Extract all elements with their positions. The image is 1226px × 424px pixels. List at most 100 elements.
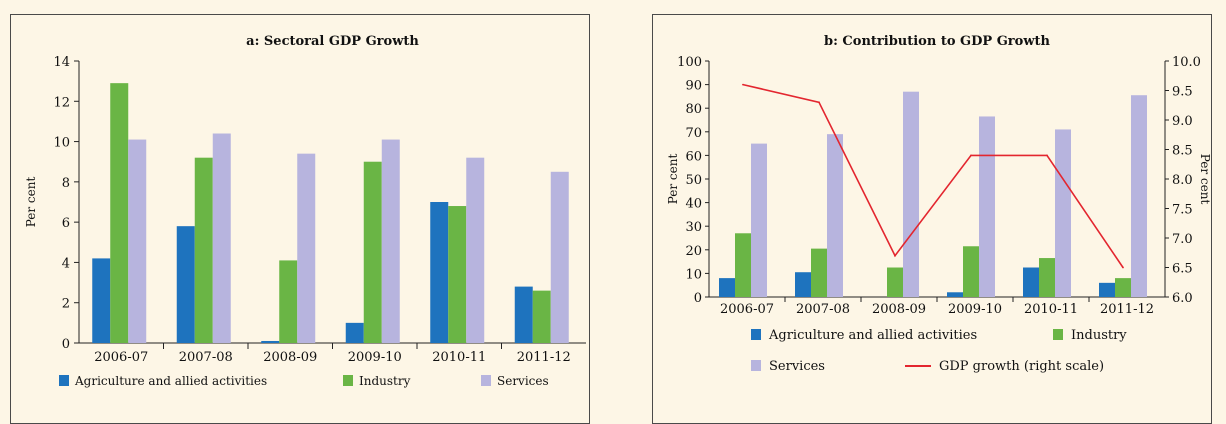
- gdp-growth-line: [742, 83, 1124, 268]
- y-tick-label: 60: [685, 149, 702, 164]
- y-tick-label: 20: [685, 244, 702, 259]
- bar-agriculture-and-allied-activities-2007-08: [795, 272, 811, 297]
- bar-industry-2010-11: [448, 206, 467, 343]
- bar-services-2010-11: [466, 157, 485, 343]
- bar-services-2011-12: [550, 171, 569, 343]
- chart-b-svg: b: Contribution to GDP Growth Per cent Per…: [666, 34, 1212, 374]
- y-tick-label: 0: [694, 291, 702, 306]
- x-tick-label: 2009-10: [948, 302, 1002, 317]
- legend-label-industry: Industry: [359, 374, 411, 388]
- y-axis-label: Per cent: [666, 154, 680, 205]
- legend-label-agriculture-and-allied-activities: Agriculture and allied activities: [74, 374, 267, 388]
- bar-industry-2011-12: [1115, 278, 1131, 297]
- bar-industry-2009-10: [963, 246, 979, 297]
- bar-industry-2007-08: [194, 157, 213, 343]
- bar-agriculture-and-allied-activities-2010-11: [430, 202, 449, 343]
- y-tick-label: 12: [53, 95, 70, 110]
- y-tick-label: 0: [62, 337, 70, 352]
- y2-tick-label: 8.0: [1172, 173, 1193, 188]
- y2-tick-label: 10.0: [1172, 55, 1201, 70]
- legend-label-agriculture-and-allied-activities: Agriculture and allied activities: [768, 328, 977, 343]
- gdp-growth-point-2008-09: [894, 254, 896, 257]
- y2-tick-label: 6.5: [1172, 262, 1193, 277]
- legend-swatch-agriculture-and-allied-activities: [59, 375, 69, 386]
- y-axis-label: Per cent: [24, 177, 38, 228]
- bar-agriculture-and-allied-activities-2008-09: [261, 340, 280, 343]
- y2-tick-label: 7.0: [1172, 232, 1193, 247]
- y2-axis-label: Per cent: [1198, 154, 1212, 205]
- bar-industry-2008-09: [887, 267, 903, 297]
- bar-industry-2006-07: [735, 233, 751, 297]
- y-tick-label: 10: [53, 136, 70, 151]
- bar-industry-2009-10: [363, 161, 382, 343]
- y-tick-label: 4: [62, 256, 70, 271]
- bar-industry-2010-11: [1039, 258, 1055, 297]
- x-tick-label: 2007-08: [796, 302, 850, 317]
- x-tick-label: 2008-09: [263, 350, 317, 365]
- bar-industry-2006-07: [110, 83, 129, 344]
- bar-industry-2011-12: [532, 290, 551, 343]
- legend-label-services: Services: [497, 374, 549, 388]
- y-tick-label: 40: [685, 197, 702, 212]
- y2-tick-label: 9.0: [1172, 114, 1193, 129]
- y-tick-label: 50: [685, 173, 702, 188]
- legend-swatch-agriculture-and-allied-activities: [751, 329, 761, 340]
- x-tick-label: 2010-11: [432, 350, 486, 365]
- x-tick-label: 2011-12: [1100, 302, 1154, 317]
- bar-services-2010-11: [1055, 129, 1071, 297]
- bar-agriculture-and-allied-activities-2009-10: [947, 292, 963, 297]
- y2-tick-label: 9.5: [1172, 85, 1193, 100]
- gdp-growth-point-2006-07: [742, 83, 744, 86]
- x-tick-label: 2007-08: [179, 350, 233, 365]
- y2-tick-label: 6.0: [1172, 291, 1193, 306]
- bar-services-2008-09: [297, 153, 316, 343]
- bar-services-2009-10: [381, 139, 400, 343]
- gdp-growth-point-2010-11: [1046, 154, 1048, 157]
- gdp-growth-point-2011-12: [1122, 266, 1124, 269]
- y-tick-label: 6: [62, 216, 70, 231]
- legend-label-services: Services: [769, 359, 825, 374]
- y-tick-label: 14: [53, 55, 70, 70]
- bar-services-2008-09: [903, 91, 919, 298]
- bar-services-2007-08: [827, 134, 843, 297]
- y2-tick-label: 7.5: [1172, 203, 1193, 218]
- legend-label-gdp-growth-right-scale: GDP growth (right scale): [939, 359, 1104, 374]
- x-tick-label: 2006-07: [720, 302, 774, 317]
- bar-agriculture-and-allied-activities-2011-12: [514, 286, 533, 343]
- bar-services-2007-08: [212, 133, 231, 343]
- bar-agriculture-and-allied-activities-2006-07: [719, 278, 735, 297]
- x-tick-label: 2011-12: [517, 350, 571, 365]
- gdp-growth-point-2007-08: [818, 101, 820, 104]
- chart-title: a: Sectoral GDP Growth: [246, 34, 419, 49]
- y-tick-label: 30: [685, 220, 702, 235]
- bar-agriculture-and-allied-activities-2009-10: [345, 322, 364, 343]
- y-tick-label: 80: [685, 102, 702, 117]
- y-tick-label: 10: [685, 267, 702, 282]
- chart-panel-sectoral-gdp-growth: a: Sectoral GDP Growth Per cent 0 2 4 6 8 10 12 1…: [10, 14, 590, 424]
- bar-services-2009-10: [979, 116, 995, 298]
- y2-tick-label: 8.5: [1172, 144, 1193, 159]
- chart-title: b: Contribution to GDP Growth: [824, 34, 1051, 49]
- bar-services-2011-12: [1131, 95, 1147, 297]
- bar-agriculture-and-allied-activities-2010-11: [1023, 267, 1039, 297]
- legend-swatch-industry: [343, 375, 353, 386]
- x-tick-label: 2008-09: [872, 302, 926, 317]
- gdp-growth-point-2009-10: [970, 154, 972, 157]
- y-tick-label: 2: [62, 297, 70, 312]
- legend-label-industry: Industry: [1071, 328, 1127, 343]
- chart-a-svg: a: Sectoral GDP Growth Per cent 0 2 4 6 8 10 12 1…: [24, 34, 586, 388]
- bar-agriculture-and-allied-activities-2011-12: [1099, 282, 1115, 297]
- bar-agriculture-and-allied-activities-2006-07: [92, 258, 111, 343]
- bar-services-2006-07: [751, 143, 767, 297]
- legend-swatch-services: [751, 360, 761, 371]
- chart-panel-contribution-to-gdp-growth: b: Contribution to GDP Growth Per cent Per…: [652, 14, 1212, 424]
- y-tick-label: 90: [685, 79, 702, 94]
- x-tick-label: 2010-11: [1024, 302, 1078, 317]
- y-tick-label: 8: [62, 176, 70, 191]
- bar-industry-2008-09: [279, 260, 298, 343]
- legend-swatch-services: [481, 375, 491, 386]
- x-tick-label: 2006-07: [94, 350, 148, 365]
- bar-industry-2007-08: [811, 248, 827, 297]
- y-tick-label: 70: [685, 126, 702, 141]
- bar-services-2006-07: [128, 139, 147, 343]
